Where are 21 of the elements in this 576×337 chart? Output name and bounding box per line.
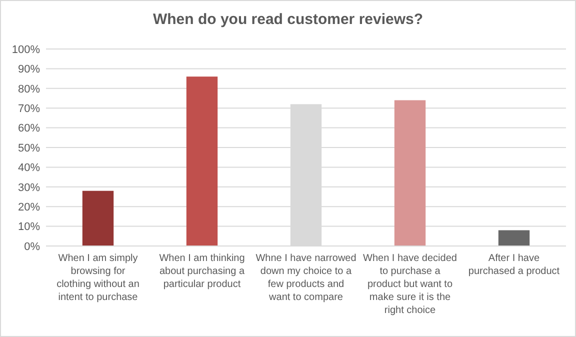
- x-tick-label: Whne I have narrowed down my choice to a few products and want to compare: [256, 253, 356, 303]
- x-tick-label: When I am simply browsing for clothing without an intent to purchase: [56, 253, 140, 303]
- y-tick-label: 80%: [18, 83, 40, 96]
- y-tick-label: 70%: [18, 102, 40, 115]
- y-tick-label: 90%: [18, 64, 40, 76]
- bar: [186, 76, 218, 246]
- y-tick-label: 20%: [18, 201, 40, 214]
- y-tick-label: 40%: [18, 162, 40, 174]
- bar: [394, 100, 426, 246]
- y-tick-label: 50%: [18, 142, 40, 154]
- chart-title: When do you read customer reviews?: [152, 11, 424, 28]
- bar: [82, 190, 114, 246]
- x-tick-label: After I have purchased a product: [468, 253, 560, 277]
- bar: [498, 230, 530, 246]
- x-tick-label: When I have decided to purchase a product but want to make sure it is the right choice: [363, 253, 457, 316]
- y-tick-label: 0%: [24, 240, 40, 253]
- y-tick-label: 100%: [12, 44, 40, 56]
- x-tick-label: When I am thinking about purchasing a particular product: [159, 253, 245, 290]
- y-tick-label: 10%: [18, 221, 40, 234]
- y-tick-label: 60%: [18, 122, 40, 135]
- y-tick-label: 30%: [18, 182, 40, 194]
